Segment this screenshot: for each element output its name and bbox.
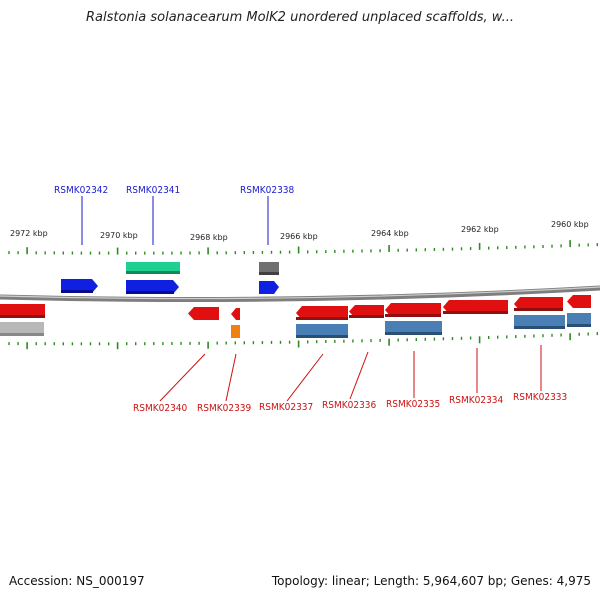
gene-rsmk02337-product[interactable] — [296, 324, 348, 338]
gene-label[interactable]: RSMK02337 — [259, 402, 313, 413]
upper-tick-row — [8, 240, 598, 255]
gene-rsmk02333-product[interactable] — [514, 315, 565, 329]
kbp-label: 2962 kbp — [461, 225, 499, 234]
gene-rsmk02336[interactable] — [349, 305, 384, 318]
kbp-label: 2970 kbp — [100, 231, 138, 240]
forward-genes — [61, 262, 279, 294]
kbp-labels: 2972 kbp 2970 kbp 2968 kbp 2966 kbp 2964… — [10, 220, 589, 242]
gene-left-edge-product[interactable] — [0, 322, 44, 336]
topology-summary: Topology: linear; Length: 5,964,607 bp; … — [271, 574, 591, 588]
gene-label[interactable]: RSMK02342 — [54, 185, 108, 196]
gene-rsmk02337[interactable] — [296, 306, 348, 320]
gene-rsmk02334[interactable] — [443, 300, 508, 314]
gene-rsmk02340[interactable] — [188, 307, 219, 320]
kbp-label: 2968 kbp — [190, 233, 228, 242]
gene-left-edge[interactable] — [0, 304, 45, 318]
gene-rsmk02333[interactable] — [514, 297, 563, 311]
kbp-label: 2966 kbp — [280, 232, 318, 241]
gene-label[interactable]: RSMK02339 — [197, 403, 252, 414]
gene-rsmk02339-product[interactable] — [231, 325, 240, 338]
kbp-label: 2972 kbp — [10, 229, 48, 238]
gene-label[interactable]: RSMK02340 — [133, 403, 188, 414]
gene-rsmk02342[interactable] — [61, 279, 98, 293]
reverse-genes — [0, 295, 591, 338]
map-title: Ralstonia solanacearum MolK2 unordered u… — [85, 10, 514, 25]
kbp-label: 2960 kbp — [551, 220, 589, 229]
gene-label[interactable]: RSMK02334 — [449, 395, 504, 406]
gene-right-edge[interactable] — [567, 295, 591, 308]
kbp-label: 2964 kbp — [371, 229, 409, 238]
gene-rsmk02341[interactable] — [126, 280, 179, 294]
forward-gene-labels: RSMK02342 RSMK02341 RSMK02338 — [54, 185, 295, 196]
chromosome-backbone — [0, 285, 600, 303]
gene-label[interactable]: RSMK02333 — [513, 392, 567, 403]
gene-rsmk02338-product[interactable] — [259, 262, 279, 275]
gene-rsmk02335-product[interactable] — [385, 321, 442, 335]
gene-rsmk02339[interactable] — [231, 308, 240, 320]
reverse-leader-lines — [159, 345, 542, 402]
gene-rsmk02335[interactable] — [385, 303, 441, 317]
forward-leader-lines — [81, 196, 269, 245]
gene-label[interactable]: RSMK02338 — [240, 185, 295, 196]
gene-rsmk02338[interactable] — [259, 281, 279, 294]
lower-tick-row — [8, 332, 598, 350]
reverse-gene-labels: RSMK02340 RSMK02339 RSMK02337 RSMK02336 … — [133, 392, 567, 414]
gene-right-edge-product[interactable] — [567, 313, 591, 327]
gene-label[interactable]: RSMK02336 — [322, 400, 377, 411]
accession-text: Accession: NS_000197 — [9, 574, 145, 588]
gene-label[interactable]: RSMK02335 — [386, 399, 440, 410]
gene-label[interactable]: RSMK02341 — [126, 185, 180, 196]
